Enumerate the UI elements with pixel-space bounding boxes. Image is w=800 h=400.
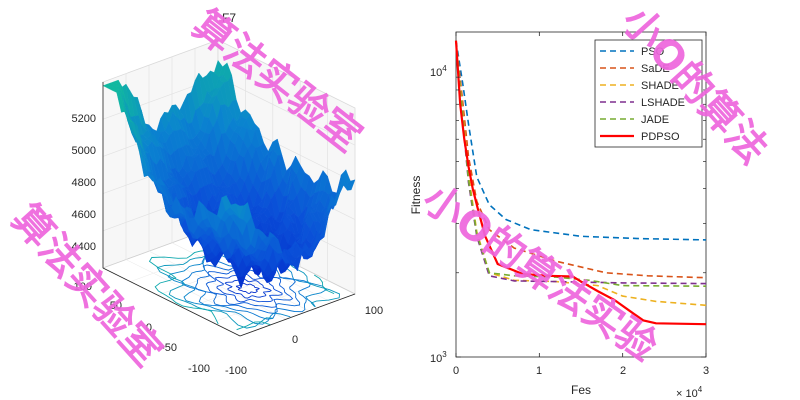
y-tick-label: 0 — [146, 322, 152, 334]
contour-line — [167, 251, 328, 325]
surface-title: F7 — [222, 11, 236, 25]
x-tick-label: 1 — [536, 365, 542, 377]
contour-line — [156, 247, 340, 329]
x-scale-label: × 104 — [676, 385, 703, 400]
contour-line — [205, 269, 294, 308]
legend-label: PSO — [641, 46, 665, 58]
surface-mesh — [102, 59, 356, 289]
series-line-pso — [455, 40, 707, 241]
legend-label: SHADE — [641, 80, 679, 92]
legend-label: LSHADE — [641, 97, 685, 109]
z-tick-label: 5200 — [72, 113, 96, 125]
x-tick-label: 0 — [453, 365, 459, 377]
z-tick-label: 5000 — [72, 145, 96, 157]
surface-patch — [235, 203, 245, 219]
y-tick-label: -100 — [188, 363, 210, 375]
series-line-sade — [455, 40, 707, 279]
grid-line — [125, 259, 264, 328]
z-tick-label: 4600 — [72, 209, 96, 221]
y-axis-labels: 104 103 — [430, 64, 447, 365]
x-tick-label: 3 — [703, 365, 709, 377]
surface-axes — [102, 82, 356, 337]
y-tick-label: 50 — [110, 300, 122, 312]
legend-label: PDPSO — [641, 131, 680, 143]
legend-label: SaDE — [641, 63, 670, 75]
surface-plot: F7 5200 5000 4800 4600 4400 — [72, 11, 384, 377]
x-tick-label: 2 — [620, 365, 626, 377]
surface-z-ticks: 5200 5000 4800 4600 4400 — [72, 113, 96, 253]
contour-line — [181, 258, 312, 320]
y-tick-label: 104 — [430, 64, 447, 79]
grid-line — [148, 250, 287, 320]
line-series — [454, 40, 707, 326]
surface-contours — [148, 242, 340, 331]
x-axis-labels: 0 1 2 3 — [453, 365, 709, 377]
series-line-pdpso — [454, 40, 707, 326]
z-tick-label: 4800 — [72, 177, 96, 189]
y-axis-title: Fitness — [409, 176, 423, 215]
y-tick-label: 103 — [430, 350, 447, 365]
y-tick-label: 100 — [74, 281, 92, 293]
x-tick-label: 0 — [292, 334, 298, 346]
line-ticks — [455, 32, 707, 358]
legend-box — [594, 39, 703, 148]
x-tick-label: 100 — [365, 305, 383, 317]
z-tick-label: 4400 — [72, 241, 96, 253]
y-tick-label: -50 — [161, 342, 177, 354]
grid-line — [185, 266, 301, 310]
contour-line — [224, 277, 272, 299]
series-line-jade — [455, 40, 707, 287]
surface-y-ticks: 100 50 0 -50 -100 — [74, 281, 210, 375]
legend-label: JADE — [641, 114, 669, 126]
x-tick-label: -100 — [225, 365, 247, 377]
contour-line — [214, 273, 283, 303]
surface-x-ticks: 100 0 -100 — [225, 305, 383, 377]
contour-line — [194, 264, 301, 314]
line-plot: 104 103 0 1 2 3 × 104 Fes Fitness PSOSaD… — [409, 31, 709, 400]
legend: PSO SaDE SHADE LSHADE JADE PDPSO — [594, 39, 703, 148]
x-axis-title: Fes — [571, 383, 591, 397]
